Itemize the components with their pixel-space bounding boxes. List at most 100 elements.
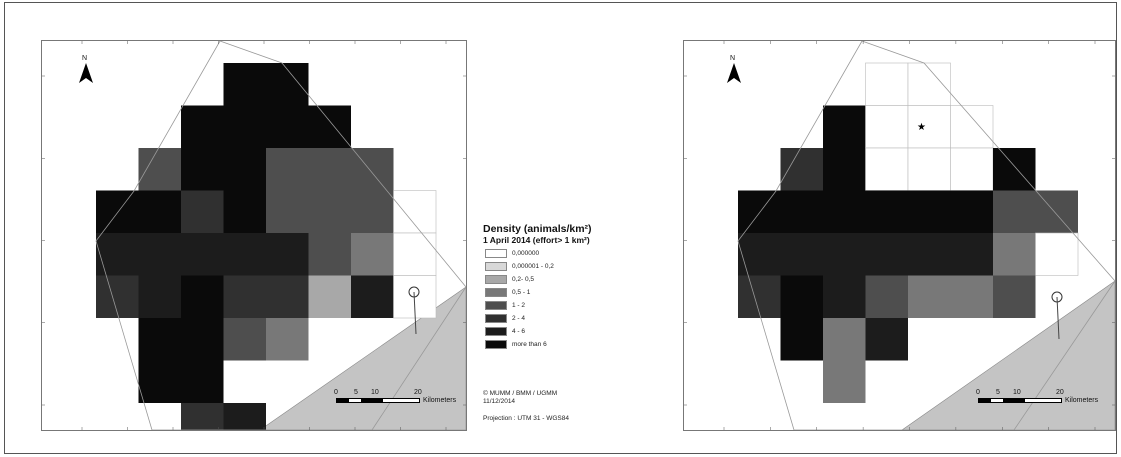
density-cell bbox=[993, 275, 1036, 318]
density-cell bbox=[738, 233, 781, 276]
scale-unit: Kilometers bbox=[1065, 397, 1099, 404]
legend-items: 0,000000 0,000001 - 0,2 0,2- 0,5 0,5 - 1 1 -… bbox=[483, 247, 653, 350]
legend-label: 0,2- 0,5 bbox=[512, 275, 535, 283]
density-cell bbox=[308, 233, 351, 276]
density-cell bbox=[865, 233, 908, 276]
density-cell bbox=[823, 148, 866, 191]
density-cell bbox=[266, 190, 309, 233]
legend-swatch bbox=[485, 274, 507, 284]
legend-swatch bbox=[485, 261, 507, 271]
legend: Density (animals/km²) 1 April 2014 (effo… bbox=[483, 223, 653, 350]
density-map-left: N 0 5 10 20 Kilometers bbox=[41, 40, 467, 431]
legend-swatch bbox=[485, 326, 507, 336]
density-cell bbox=[223, 275, 266, 318]
density-cell bbox=[993, 190, 1036, 233]
density-cell bbox=[138, 233, 181, 276]
legend-item: 4 - 6 bbox=[483, 325, 653, 337]
density-cell bbox=[393, 232, 437, 276]
land-area bbox=[259, 286, 466, 430]
density-cell bbox=[181, 233, 224, 276]
legend-subtitle: 1 April 2014 (effort> 1 km²) bbox=[483, 235, 590, 245]
scalebar-right: 0 5 10 20 Kilometers bbox=[976, 389, 1111, 409]
density-map-right: ★ N 0 5 10 20 Kilometers bbox=[683, 40, 1116, 431]
north-arrow-icon bbox=[79, 63, 93, 83]
figure-frame: N 0 5 10 20 Kilometers Density (animals/… bbox=[4, 2, 1117, 454]
legend-swatch bbox=[485, 248, 507, 258]
density-cell bbox=[865, 62, 909, 106]
density-cell bbox=[138, 275, 181, 318]
scale-tick: 0 bbox=[334, 389, 338, 396]
density-cell bbox=[138, 148, 181, 191]
credits-line2: 11/12/2014 bbox=[483, 398, 516, 405]
density-cell bbox=[950, 105, 994, 149]
north-label: N bbox=[82, 55, 88, 62]
density-cell bbox=[865, 147, 909, 191]
density-cell bbox=[823, 360, 866, 403]
density-cell bbox=[823, 190, 866, 233]
density-cell bbox=[823, 275, 866, 318]
buoy-line bbox=[1056, 296, 1060, 340]
scale-bar bbox=[336, 398, 420, 403]
legend-item: 0,5 - 1 bbox=[483, 286, 653, 298]
density-cell bbox=[993, 233, 1036, 276]
density-cell bbox=[351, 190, 394, 233]
density-cell bbox=[181, 275, 224, 318]
north-arrow-right: N bbox=[724, 55, 744, 85]
legend-label: more than 6 bbox=[512, 340, 547, 348]
density-cell bbox=[950, 275, 993, 318]
density-cell bbox=[308, 148, 351, 191]
projection-label: Projection : UTM 31 - WGS84 bbox=[483, 415, 569, 422]
map-left-canvas bbox=[42, 41, 466, 430]
density-cell bbox=[308, 275, 351, 318]
legend-label: 2 - 4 bbox=[512, 314, 526, 322]
density-cell bbox=[266, 105, 309, 148]
density-cell bbox=[393, 190, 437, 234]
density-cell bbox=[266, 148, 309, 191]
density-cell bbox=[266, 318, 309, 361]
density-cell bbox=[138, 360, 181, 403]
density-cell bbox=[950, 233, 993, 276]
density-cell bbox=[138, 318, 181, 361]
density-cell bbox=[738, 275, 781, 318]
density-cell bbox=[266, 275, 309, 318]
survey-boundary bbox=[737, 41, 1115, 430]
density-cell bbox=[908, 190, 951, 233]
density-cell bbox=[308, 105, 351, 148]
credits: © MUMM / BMM / UGMM 11/12/2014 bbox=[483, 390, 557, 406]
star-icon: ★ bbox=[917, 122, 926, 133]
density-cell bbox=[780, 148, 823, 191]
credits-line1: © MUMM / BMM / UGMM bbox=[483, 390, 558, 397]
density-cell bbox=[181, 190, 224, 233]
density-cell bbox=[908, 233, 951, 276]
land-area bbox=[901, 280, 1115, 430]
density-cell bbox=[780, 233, 823, 276]
density-cell bbox=[780, 318, 823, 361]
density-cell bbox=[908, 275, 951, 318]
legend-swatch bbox=[485, 287, 507, 297]
density-cell bbox=[865, 190, 908, 233]
north-arrow-icon bbox=[727, 63, 741, 83]
legend-swatch bbox=[485, 339, 507, 349]
legend-swatch bbox=[485, 313, 507, 323]
density-cell bbox=[138, 190, 181, 233]
legend-swatch bbox=[485, 300, 507, 310]
density-cell bbox=[1035, 232, 1079, 276]
density-cell bbox=[266, 63, 309, 106]
scale-tick: 20 bbox=[1056, 389, 1064, 396]
map-right-canvas: ★ bbox=[684, 41, 1115, 430]
legend-item: 0,000001 - 0,2 bbox=[483, 260, 653, 272]
scale-tick: 5 bbox=[996, 389, 1000, 396]
density-cell bbox=[308, 190, 351, 233]
density-cell bbox=[223, 403, 266, 430]
density-cell bbox=[181, 148, 224, 191]
density-cell bbox=[96, 275, 139, 318]
density-cell bbox=[823, 233, 866, 276]
density-cell bbox=[823, 105, 866, 148]
density-cell bbox=[181, 105, 224, 148]
density-cell bbox=[223, 63, 266, 106]
density-cell bbox=[865, 105, 909, 149]
density-cell bbox=[266, 233, 309, 276]
survey-boundary bbox=[95, 41, 466, 430]
scalebar-left: 0 5 10 20 Kilometers bbox=[334, 389, 464, 409]
density-cell bbox=[907, 147, 951, 191]
